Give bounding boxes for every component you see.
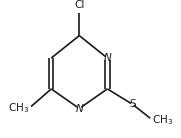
Text: N: N — [104, 53, 111, 63]
Text: Cl: Cl — [74, 0, 85, 10]
Text: CH$_3$: CH$_3$ — [152, 113, 173, 127]
Text: N: N — [75, 104, 83, 114]
Text: CH$_3$: CH$_3$ — [8, 102, 29, 116]
Text: S: S — [129, 99, 136, 109]
